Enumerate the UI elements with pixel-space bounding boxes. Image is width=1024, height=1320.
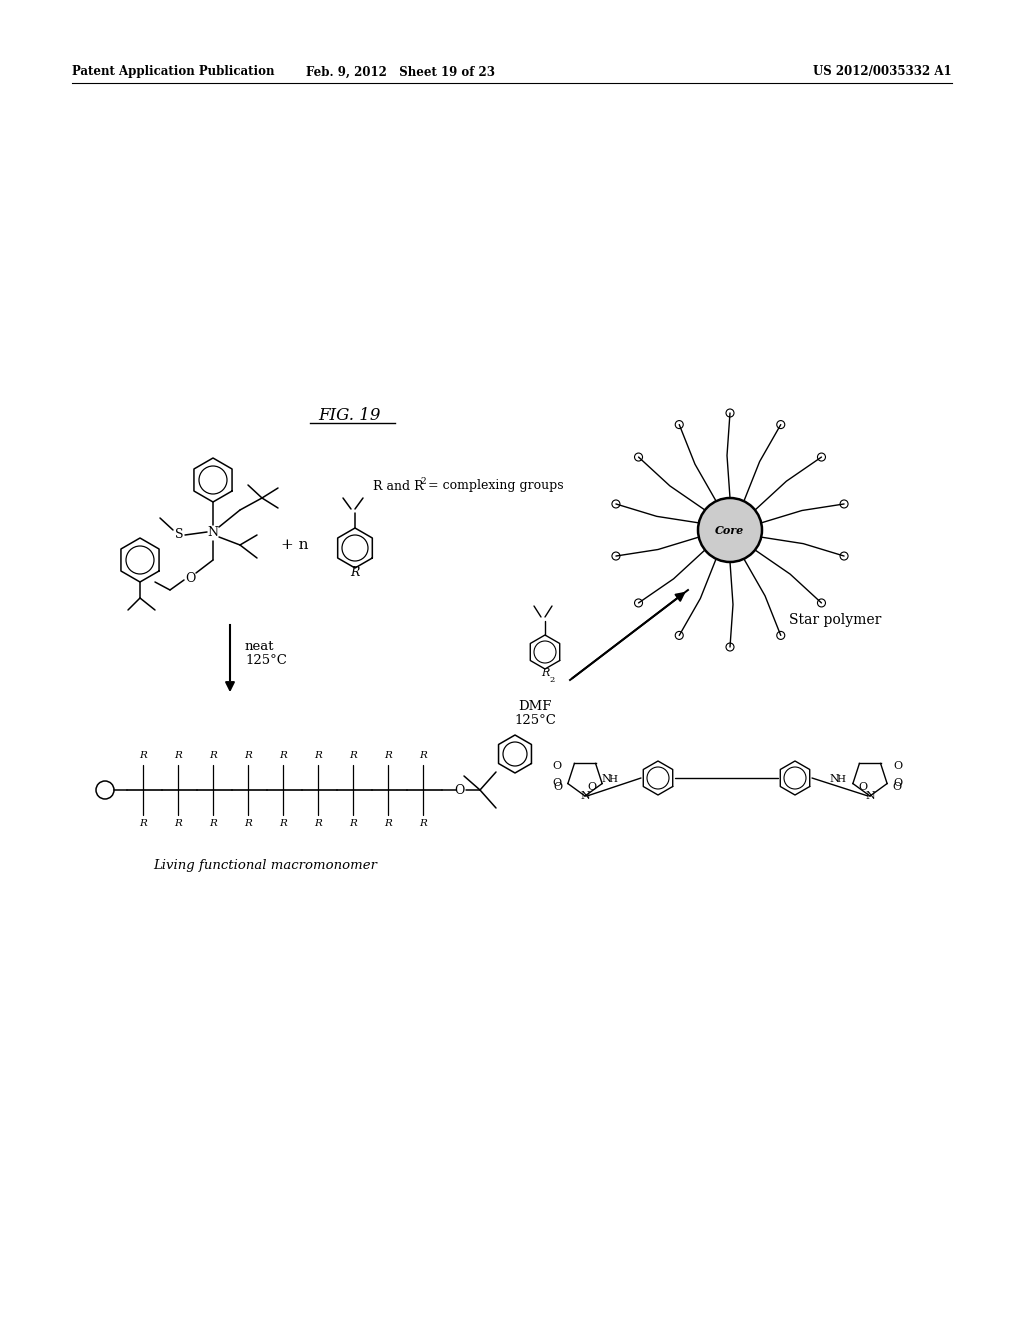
Text: R: R xyxy=(313,820,322,829)
Text: Star polymer: Star polymer xyxy=(788,612,882,627)
Text: 125°C: 125°C xyxy=(245,655,287,668)
Text: R: R xyxy=(174,820,181,829)
Text: R: R xyxy=(139,820,146,829)
Text: O: O xyxy=(893,781,902,792)
Text: O: O xyxy=(858,781,867,792)
Text: 2: 2 xyxy=(420,478,426,487)
Text: R: R xyxy=(174,751,181,760)
Text: R: R xyxy=(279,820,287,829)
Text: R: R xyxy=(244,751,252,760)
Text: R: R xyxy=(209,820,217,829)
Text: Patent Application Publication: Patent Application Publication xyxy=(72,66,274,78)
Text: R: R xyxy=(209,751,217,760)
Text: R: R xyxy=(313,751,322,760)
Text: R: R xyxy=(350,565,359,578)
Text: US 2012/0035332 A1: US 2012/0035332 A1 xyxy=(813,66,952,78)
Text: Core: Core xyxy=(716,524,744,536)
Text: 2: 2 xyxy=(549,676,555,684)
Circle shape xyxy=(698,498,762,562)
Text: O: O xyxy=(552,762,561,771)
Text: S: S xyxy=(175,528,183,541)
Text: O: O xyxy=(454,784,464,796)
Text: N: N xyxy=(865,791,874,801)
Text: 125°C: 125°C xyxy=(514,714,556,727)
Text: + n: + n xyxy=(282,539,309,552)
Text: DMF: DMF xyxy=(518,700,552,713)
Text: = complexing groups: = complexing groups xyxy=(424,479,563,492)
Text: Feb. 9, 2012   Sheet 19 of 23: Feb. 9, 2012 Sheet 19 of 23 xyxy=(305,66,495,78)
Text: R: R xyxy=(384,751,392,760)
Text: N: N xyxy=(581,791,590,801)
Text: H: H xyxy=(837,775,846,784)
Text: O: O xyxy=(553,781,562,792)
Text: R: R xyxy=(244,820,252,829)
Text: R: R xyxy=(419,751,427,760)
Text: R: R xyxy=(384,820,392,829)
Text: O: O xyxy=(184,572,196,585)
Text: R and R: R and R xyxy=(373,479,424,492)
Text: neat: neat xyxy=(245,639,274,652)
Text: N: N xyxy=(208,525,218,539)
Text: R: R xyxy=(349,751,356,760)
Text: H: H xyxy=(608,775,617,784)
Text: R: R xyxy=(349,820,356,829)
Text: N: N xyxy=(829,774,839,784)
Text: N: N xyxy=(601,774,611,784)
Text: Living functional macromonomer: Living functional macromonomer xyxy=(153,858,377,871)
Text: R: R xyxy=(279,751,287,760)
Text: R: R xyxy=(139,751,146,760)
Text: FIG. 19: FIG. 19 xyxy=(318,407,381,424)
Text: O: O xyxy=(552,777,561,788)
Text: O: O xyxy=(893,777,902,788)
Text: R: R xyxy=(419,820,427,829)
Text: O: O xyxy=(588,781,597,792)
Text: O: O xyxy=(893,762,902,771)
Text: R: R xyxy=(541,668,549,678)
